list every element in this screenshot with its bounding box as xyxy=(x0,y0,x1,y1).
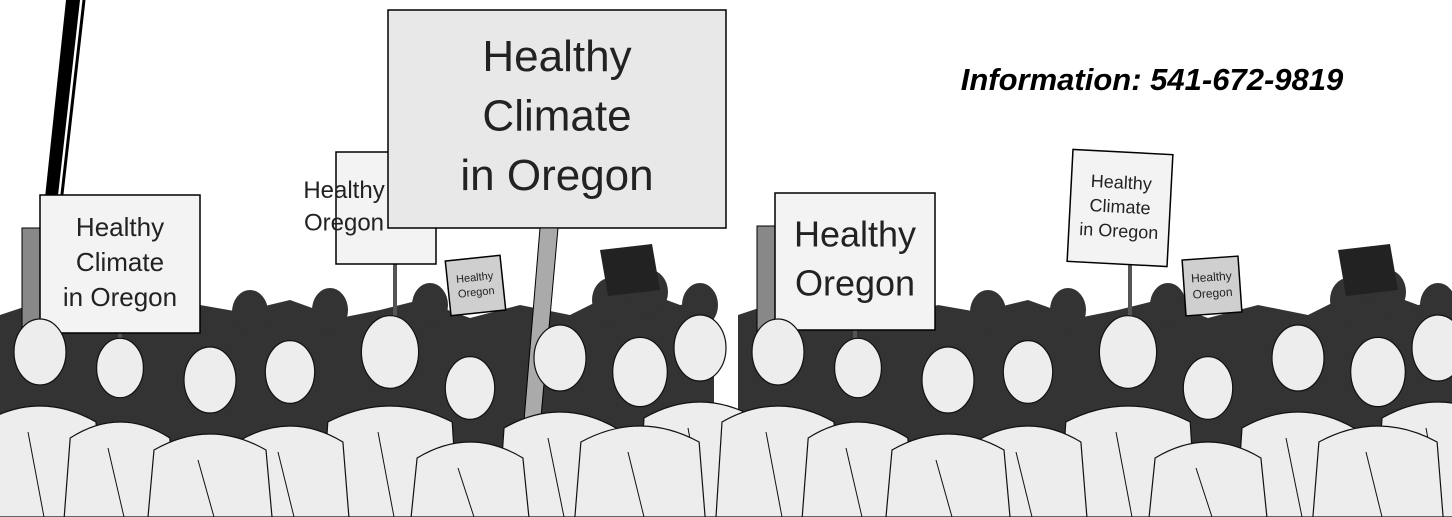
person-head xyxy=(361,316,418,389)
dark-head xyxy=(412,283,448,327)
sign: Healthy Climate in Oregon xyxy=(22,195,200,336)
sign-text: Healthy xyxy=(794,214,916,255)
sign-text: in Oregon xyxy=(1079,219,1159,243)
dark-head xyxy=(232,290,268,334)
person-head xyxy=(835,338,882,397)
person-head xyxy=(14,319,66,385)
sign-text: Climate xyxy=(76,247,164,277)
person-head xyxy=(1183,357,1232,420)
sign-board xyxy=(445,255,505,315)
sign-text: Climate xyxy=(1089,195,1151,218)
person-head xyxy=(184,347,236,413)
sign-text: Oregon xyxy=(304,210,384,237)
sign-text: Healthy xyxy=(303,177,384,204)
sign: Healthy Climate in Oregon xyxy=(388,10,726,228)
sign-text: Healthy xyxy=(482,32,631,81)
person-head xyxy=(1272,325,1324,391)
sign-text: in Oregon xyxy=(460,151,653,200)
person-head xyxy=(613,337,668,406)
black-flag xyxy=(600,244,660,296)
sign-text: Healthy xyxy=(76,212,164,242)
dark-head xyxy=(312,288,348,332)
person-head xyxy=(97,338,144,397)
sign-text: Climate xyxy=(482,92,631,141)
person-head xyxy=(752,319,804,385)
info-text: Information: 541-672-9819 xyxy=(961,62,1344,97)
dark-head xyxy=(970,290,1006,334)
sign-text: Oregon xyxy=(795,262,915,303)
dark-head xyxy=(1150,283,1186,327)
person-head xyxy=(445,357,494,420)
dark-head xyxy=(1050,288,1086,332)
person-head xyxy=(922,347,974,413)
person-head xyxy=(265,341,314,404)
person-head xyxy=(1099,316,1156,389)
person-head xyxy=(534,325,586,391)
black-flag xyxy=(1338,244,1398,296)
person-body xyxy=(575,426,705,517)
scene: HealthyClimatein OregonHealthyOregonHeal… xyxy=(0,0,1452,517)
person-body xyxy=(1313,426,1443,517)
sign: Healthy Oregon xyxy=(757,193,935,333)
person-head xyxy=(1003,341,1052,404)
sign-text: Oregon xyxy=(1192,285,1233,302)
sign-side xyxy=(757,226,777,333)
sign-text: Healthy xyxy=(1090,171,1152,194)
person-head xyxy=(1351,337,1406,406)
person-head xyxy=(674,315,726,381)
sign-text: Healthy xyxy=(1191,269,1233,286)
sign-text: in Oregon xyxy=(63,282,177,312)
